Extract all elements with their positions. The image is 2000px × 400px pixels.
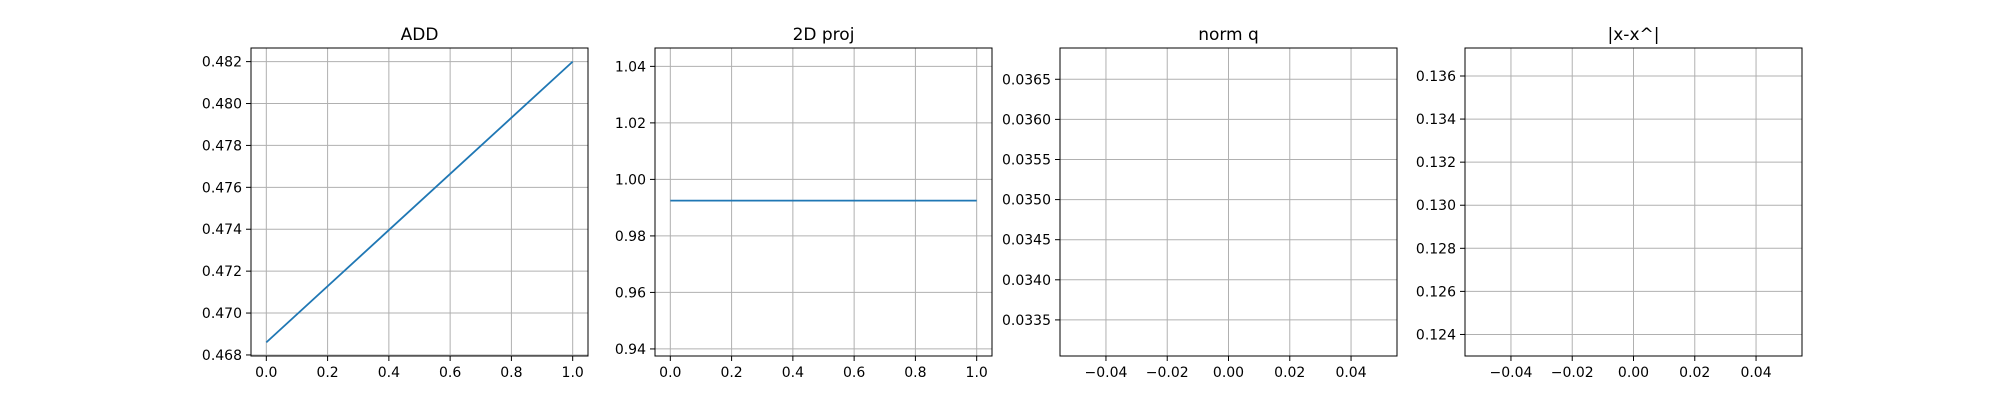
tick-marks — [246, 61, 574, 361]
y-tick-label: 0.94 — [615, 342, 646, 358]
x-tick-label: 0.02 — [1679, 365, 1710, 381]
x-tick-label: 0.8 — [904, 365, 926, 381]
grid-lines — [1060, 48, 1397, 356]
tick-labels: 0.0 0.2 0.4 0.6 0.8 1.0 0.468 0.470 0.472 0.474 0.… — [202, 55, 584, 381]
y-tick-label: 0.482 — [202, 55, 242, 71]
x-tick-label: 0.2 — [720, 365, 742, 381]
y-tick-label: 0.134 — [1416, 112, 1456, 128]
grid-lines — [251, 48, 588, 356]
tick-marks — [1460, 75, 1757, 361]
y-tick-label: 0.476 — [202, 180, 242, 196]
tick-labels: −0.04 −0.02 0.00 0.02 0.04 0.0335 0.0340 0.0345… — [1002, 72, 1367, 381]
tick-labels: 0.0 0.2 0.4 0.6 0.8 1.0 0.94 0.96 0.98 1.00 1.02 1.… — [615, 59, 988, 381]
axes-frame — [654, 47, 993, 357]
y-tick-label: 0.0360 — [1002, 112, 1051, 128]
x-tick-label: 0.4 — [782, 365, 804, 381]
y-tick-label: 0.126 — [1416, 284, 1456, 300]
tick-labels: −0.04 −0.02 0.00 0.02 0.04 0.124 0.126 0.128 0.1… — [1416, 69, 1772, 381]
x-tick-label: −0.02 — [1551, 365, 1594, 381]
x-tick-label: 0.04 — [1335, 365, 1366, 381]
axes-frame — [250, 47, 589, 357]
x-tick-label: 0.8 — [500, 365, 522, 381]
y-tick-label: 0.132 — [1416, 155, 1456, 171]
x-tick-label: 0.04 — [1740, 365, 1771, 381]
x-tick-label: 0.02 — [1274, 365, 1305, 381]
y-tick-label: 0.470 — [202, 306, 242, 322]
subplot-add: ADD 0.0 0.2 0.4 0.6 0.8 1.0 0.468 0.470 0.472 0.4… — [202, 25, 589, 381]
subplot-norm-q: norm q −0.04 −0.02 0.00 0.02 0.04 0.0335 0.034… — [1002, 25, 1398, 381]
y-tick-label: 0.0335 — [1002, 313, 1051, 329]
y-tick-label: 0.478 — [202, 138, 242, 154]
y-tick-label: 0.96 — [615, 285, 646, 301]
x-tick-label: 0.2 — [316, 365, 338, 381]
y-tick-label: 1.02 — [615, 116, 646, 132]
x-tick-label: 0.00 — [1618, 365, 1649, 381]
y-tick-label: 0.480 — [202, 97, 242, 113]
y-tick-label: 0.474 — [202, 222, 242, 238]
x-tick-label: −0.04 — [1490, 365, 1533, 381]
tick-marks — [650, 65, 978, 361]
y-tick-label: 0.124 — [1416, 327, 1456, 343]
subplot-title: |x-x^| — [1608, 25, 1660, 45]
series-line — [265, 60, 574, 344]
y-tick-label: 0.0355 — [1002, 152, 1051, 168]
subplot-x-error: |x-x^| −0.04 −0.02 0.00 0.02 0.04 0.124 0.126 0… — [1416, 25, 1803, 381]
subplot-title: 2D proj — [793, 25, 855, 45]
x-tick-label: 1.0 — [562, 365, 584, 381]
x-tick-label: 0.6 — [439, 365, 461, 381]
x-tick-label: 1.0 — [966, 365, 988, 381]
y-tick-label: 0.130 — [1416, 198, 1456, 214]
y-tick-label: 0.98 — [615, 229, 646, 245]
y-tick-label: 1.00 — [615, 172, 646, 188]
y-tick-label: 0.0365 — [1002, 72, 1051, 88]
y-tick-label: 0.468 — [202, 348, 242, 364]
y-tick-label: 0.0350 — [1002, 193, 1051, 209]
y-tick-label: 0.0345 — [1002, 233, 1051, 249]
grid-lines — [1465, 48, 1802, 356]
y-tick-label: 0.136 — [1416, 69, 1456, 85]
x-tick-label: 0.0 — [659, 365, 681, 381]
subplot-title: norm q — [1198, 25, 1259, 45]
x-tick-label: 0.4 — [378, 365, 400, 381]
grid-lines — [655, 48, 992, 356]
tick-marks — [1055, 78, 1352, 361]
y-tick-label: 0.128 — [1416, 241, 1456, 257]
x-tick-label: −0.02 — [1146, 365, 1189, 381]
x-tick-label: 0.0 — [255, 365, 277, 381]
x-tick-label: 0.00 — [1213, 365, 1244, 381]
y-tick-label: 1.04 — [615, 59, 646, 75]
x-tick-label: 0.6 — [843, 365, 865, 381]
subplot-2d-proj: 2D proj 0.0 0.2 0.4 0.6 0.8 1.0 0.94 0.96 0.98 1.… — [615, 25, 993, 381]
y-tick-label: 0.0340 — [1002, 273, 1051, 289]
y-tick-label: 0.472 — [202, 264, 242, 280]
x-tick-label: −0.04 — [1085, 365, 1128, 381]
subplot-title: ADD — [401, 25, 439, 45]
